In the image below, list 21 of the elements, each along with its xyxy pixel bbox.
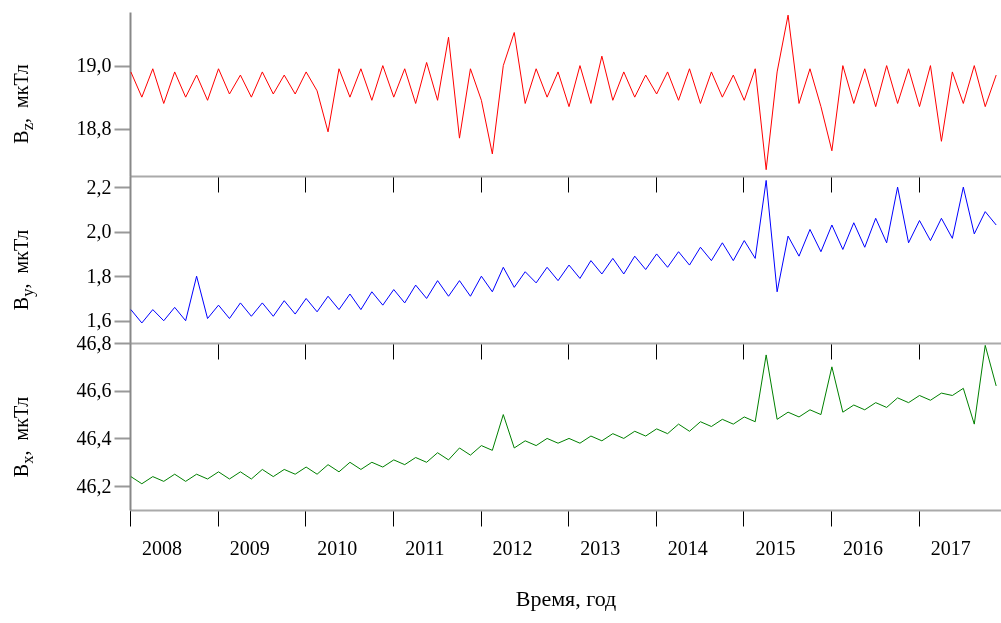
- y-tick-label: 2,0: [86, 220, 112, 243]
- y-tick-label: 19,0: [76, 54, 112, 77]
- y-tick-label: 18,8: [76, 117, 112, 140]
- x-tick-label: 2011: [405, 536, 445, 559]
- y-tick-label: 46,6: [76, 379, 112, 402]
- x-tick-label: 2017: [930, 536, 971, 559]
- y-tick-label: 46,4: [76, 426, 112, 449]
- x-tick-label: 2008: [142, 536, 183, 559]
- y-tick-label: 1,6: [86, 309, 112, 332]
- x-tick-label: 2015: [755, 536, 796, 559]
- x-tick-label: 2010: [317, 536, 358, 559]
- x-tick-label: 2016: [843, 536, 884, 559]
- x-tick-label: 2012: [492, 536, 533, 559]
- y-tick-label: 46,2: [76, 474, 112, 497]
- x-tick-label: 2009: [229, 536, 270, 559]
- y-tick-label: 1,8: [86, 264, 112, 287]
- y-tick-label: 2,2: [86, 175, 112, 198]
- x-tick-label: 2013: [580, 536, 621, 559]
- x-axis-title: Время, год: [515, 585, 617, 611]
- y-tick-label: 46,8: [76, 331, 112, 354]
- x-tick-label: 2014: [667, 536, 708, 559]
